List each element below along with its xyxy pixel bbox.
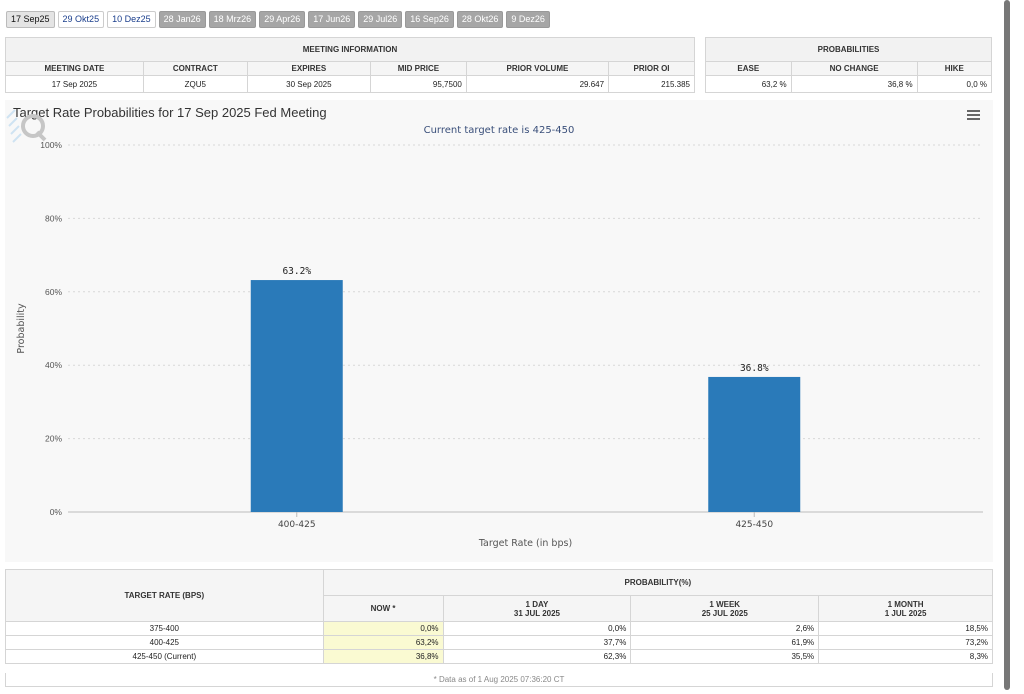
- cell-day: 62,3%: [442, 649, 632, 664]
- table-row: 400-425 63,2% 37,7% 61,9% 73,2%: [5, 635, 993, 650]
- page-scrollbar[interactable]: [1004, 0, 1010, 690]
- prob-col-header-line1: NOW *: [370, 604, 396, 613]
- hike-value: 0,0 %: [916, 75, 993, 93]
- cell-rate: 375-400: [5, 621, 324, 636]
- prob-col-header-line2: 1 JUL 2025: [884, 608, 927, 618]
- tab-meeting-10[interactable]: 9 Dez26: [506, 11, 550, 28]
- prob-col-header-0: NOW *: [322, 595, 444, 622]
- y-tick-label: 100%: [40, 140, 62, 150]
- tab-meeting-6[interactable]: 17 Jun26: [308, 11, 356, 28]
- target-rate-table: TARGET RATE (BPS) PROBABILITY(%) NOW * 1 …: [5, 569, 994, 664]
- bar-400-425: [250, 280, 343, 512]
- y-tick-label: 20%: [45, 434, 62, 444]
- cell-week: 61,9%: [630, 635, 820, 650]
- meeting-info-header: MEETING INFORMATION: [5, 37, 695, 62]
- tab-meeting-8[interactable]: 16 Sep26: [405, 11, 454, 28]
- probabilities-header: PROBABILITIES: [705, 37, 992, 62]
- y-tick-label: 40%: [45, 360, 62, 370]
- data-footnote: * Data as of 1 Aug 2025 07:36:20 CT: [5, 673, 993, 687]
- tab-meeting-9[interactable]: 28 Okt26: [456, 11, 504, 28]
- mid-price-value: 95,7500: [369, 75, 467, 93]
- chart-subtitle: Current target rate is 425-450: [423, 125, 575, 136]
- cell-rate: 425-450 (Current): [5, 649, 324, 664]
- y-tick-label: 0%: [50, 507, 63, 517]
- target-rate-header: TARGET RATE (BPS): [5, 569, 324, 622]
- cell-week: 35,5%: [630, 649, 820, 664]
- tab-meeting-0[interactable]: 17 Sep25: [6, 11, 55, 28]
- meeting-information-table: MEETING INFORMATION MEETING DATE CONTRAC…: [5, 37, 695, 93]
- table-row: 375-400 0,0% 0,0% 2,6% 18,5%: [5, 621, 993, 636]
- col-hike: HIKE: [916, 61, 993, 76]
- y-axis-title: Probability: [16, 303, 27, 354]
- x-tick-label: 400-425: [278, 520, 316, 530]
- cell-month: 8,3%: [818, 649, 993, 664]
- cell-now: 63,2%: [322, 635, 444, 650]
- prob-col-header-line1: 1 DAY: [525, 599, 549, 609]
- cell-rate: 400-425: [5, 635, 324, 650]
- x-tick-label: 425-450: [735, 520, 773, 530]
- no-change-value: 36,8 %: [790, 75, 918, 93]
- col-meeting-date: MEETING DATE: [5, 61, 144, 76]
- prob-col-header-2: 1 WEEK 25 JUL 2025: [630, 595, 820, 622]
- bar-425-450: [708, 376, 801, 512]
- chart-plot-area: 0% 20% 40% 60% 80% 100% 63.2% 400-425 36.8% 425-4…: [16, 140, 983, 549]
- tab-meeting-1[interactable]: 29 Okt25: [57, 11, 105, 28]
- y-tick-label: 60%: [45, 287, 62, 297]
- cell-day: 0,0%: [442, 621, 632, 636]
- tab-meeting-4[interactable]: 18 Mrz26: [208, 11, 257, 28]
- prob-col-header-3: 1 MONTH 1 JUL 2025: [818, 595, 993, 622]
- y-tick-label: 80%: [45, 213, 62, 223]
- col-prior-volume: PRIOR VOLUME: [465, 61, 610, 76]
- cell-day: 37,7%: [442, 635, 632, 650]
- cell-now: 36,8%: [322, 649, 444, 664]
- meeting-tabs: 17 Sep25 29 Okt25 10 Dez25 28 Jan26 18 Mrz26…: [6, 11, 550, 28]
- prob-col-header-line2: 25 JUL 2025: [701, 608, 748, 618]
- tab-meeting-5[interactable]: 29 Apr26: [259, 11, 306, 28]
- prior-volume-value: 29.647: [465, 75, 610, 93]
- col-no-change: NO CHANGE: [790, 61, 918, 76]
- meeting-date-value: 17 Sep 2025: [5, 75, 144, 93]
- cell-month: 18,5%: [818, 621, 993, 636]
- bar-data-label: 36.8%: [740, 363, 769, 374]
- cell-week: 2,6%: [630, 621, 820, 636]
- hamburger-menu-icon[interactable]: [967, 110, 980, 121]
- tab-meeting-2[interactable]: 10 Dez25: [107, 11, 156, 28]
- chart-title: Target Rate Probabilities for 17 Sep 202…: [13, 105, 327, 120]
- probability-chart: Target Rate Probabilities for 17 Sep 202…: [5, 100, 993, 562]
- col-prior-oi: PRIOR OI: [608, 61, 695, 76]
- col-contract: CONTRACT: [142, 61, 248, 76]
- prob-col-header-line2: 31 JUL 2025: [513, 608, 560, 618]
- prior-oi-value: 215.385: [608, 75, 695, 93]
- table-row: 425-450 (Current) 36,8% 62,3% 35,5% 8,3%: [5, 649, 993, 664]
- col-mid-price: MID PRICE: [369, 61, 467, 76]
- ease-value: 63,2 %: [705, 75, 792, 93]
- col-ease: EASE: [705, 61, 792, 76]
- prob-col-header-line1: 1 MONTH: [887, 599, 924, 609]
- tab-meeting-3[interactable]: 28 Jan26: [158, 11, 206, 28]
- expires-value: 30 Sep 2025: [246, 75, 371, 93]
- cell-month: 73,2%: [818, 635, 993, 650]
- q-logo-icon: [6, 109, 47, 143]
- tab-meeting-7[interactable]: 29 Jul26: [358, 11, 403, 28]
- col-expires: EXPIRES: [246, 61, 371, 76]
- probabilities-table: PROBABILITIES EASE NO CHANGE HIKE 63,2 %…: [705, 37, 993, 93]
- bar-data-label: 63.2%: [282, 266, 311, 277]
- x-axis-title: Target Rate (in bps): [478, 538, 572, 549]
- contract-value: ZQU5: [142, 75, 248, 93]
- prob-col-header-line1: 1 WEEK: [709, 599, 741, 609]
- probability-header: PROBABILITY(%): [322, 569, 994, 596]
- prob-col-header-1: 1 DAY 31 JUL 2025: [442, 595, 632, 622]
- cell-now: 0,0%: [322, 621, 444, 636]
